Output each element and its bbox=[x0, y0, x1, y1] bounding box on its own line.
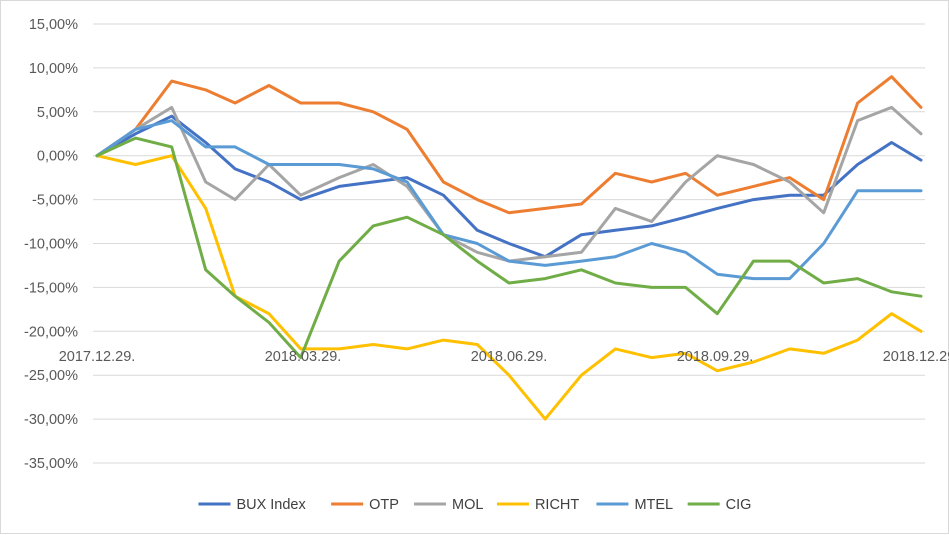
legend-label: MOL bbox=[452, 497, 483, 513]
series-line-bux-index bbox=[95, 114, 923, 259]
y-tick-label: -35,00% bbox=[24, 456, 78, 472]
y-tick-label: 10,00% bbox=[29, 61, 78, 77]
y-tick-label: -10,00% bbox=[24, 237, 78, 253]
legend-label: OTP bbox=[369, 497, 399, 513]
y-tick-label: 15,00% bbox=[29, 17, 78, 33]
x-axis-ticks: 2017.12.29. 2018.03.29. 2018.06.29. 2018.09… bbox=[59, 349, 949, 365]
y-tick-label: 0,00% bbox=[37, 149, 78, 165]
y-axis-ticks: 15,00% 10,00% 5,00% 0,00% -5,00% -10,00% -15,0… bbox=[24, 17, 78, 472]
legend-label: BUX Index bbox=[236, 497, 306, 513]
x-tick-label: 2017.12.29. bbox=[59, 349, 136, 365]
series-line-otp bbox=[95, 75, 923, 215]
y-tick-label: -15,00% bbox=[24, 280, 78, 296]
x-tick-label: 2018.09.29. bbox=[677, 349, 754, 365]
y-tick-label: -30,00% bbox=[24, 412, 78, 428]
series-line-cig bbox=[95, 136, 923, 360]
series-lines bbox=[95, 75, 923, 421]
legend-label: CIG bbox=[726, 497, 752, 513]
legend-label: RICHT bbox=[535, 497, 579, 513]
y-tick-label: -25,00% bbox=[24, 368, 78, 384]
legend: BUX Index OTP MOL RICHT MTEL CIG bbox=[198, 497, 751, 513]
x-tick-label: 2018.03.29. bbox=[265, 349, 342, 365]
y-tick-label: -20,00% bbox=[24, 324, 78, 340]
y-tick-label: -5,00% bbox=[32, 193, 78, 209]
x-tick-label: 2018.06.29. bbox=[471, 349, 548, 365]
series-line-mtel bbox=[95, 119, 923, 281]
x-tick-label: 2018.12.29. bbox=[883, 349, 949, 365]
y-tick-label: 5,00% bbox=[37, 105, 78, 121]
legend-label: MTEL bbox=[634, 497, 673, 513]
